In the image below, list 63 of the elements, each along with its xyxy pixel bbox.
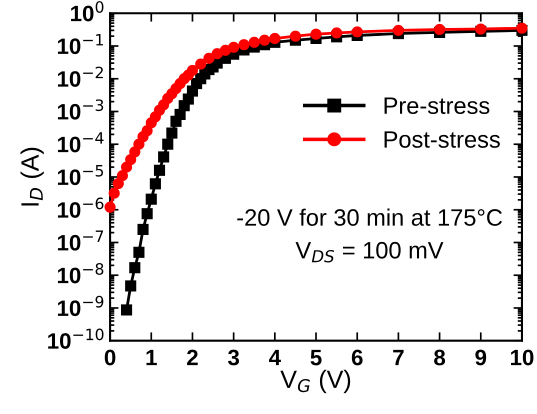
point xyxy=(162,138,174,150)
y-tick-label: 10$^{−3}$ xyxy=(58,99,104,120)
point xyxy=(116,170,128,182)
point xyxy=(228,42,240,53)
x-tick-label: 3 xyxy=(228,350,240,366)
point xyxy=(142,208,153,220)
x-tick-label: 7 xyxy=(393,350,404,366)
point xyxy=(108,188,120,199)
point xyxy=(475,23,486,35)
point xyxy=(142,125,153,136)
point xyxy=(352,26,363,38)
y-tick-label: 10$^{−10}$ xyxy=(48,328,104,349)
x-tick-label: 9 xyxy=(475,350,486,366)
point xyxy=(238,39,250,50)
y-tick-label: 10$^{−6}$ xyxy=(58,198,104,218)
point xyxy=(392,24,404,36)
x-tick-label: 10 xyxy=(511,350,534,366)
x-tick-label: 2 xyxy=(187,350,198,366)
x-tick-label: 8 xyxy=(434,350,446,366)
point xyxy=(129,146,140,158)
x-tick-label: 0 xyxy=(104,350,116,366)
point xyxy=(248,36,260,48)
x-tick-label: 6 xyxy=(352,350,363,366)
point xyxy=(154,164,166,176)
point xyxy=(166,127,178,139)
point xyxy=(146,194,157,205)
y-tick-label: 10$^{0}$ xyxy=(71,1,104,22)
point xyxy=(195,58,206,70)
y-tick-label: 10$^{−7}$ xyxy=(58,230,104,251)
y-tick-label: 10$^{−8}$ xyxy=(58,263,104,284)
point xyxy=(137,224,149,236)
point xyxy=(121,304,132,316)
point xyxy=(310,28,322,40)
point xyxy=(133,246,144,258)
point xyxy=(186,64,198,76)
y-tick-label: 10$^{−9}$ xyxy=(58,296,104,316)
x-axis-title: V$_{G}$ (V) xyxy=(280,370,350,394)
annotation: V$_{DS}$ = 100 mV xyxy=(296,242,444,262)
point xyxy=(158,151,170,162)
point xyxy=(112,178,124,190)
point xyxy=(125,280,136,292)
y-tick-label: 10$^{−1}$ xyxy=(58,34,103,54)
point xyxy=(129,262,140,274)
point xyxy=(290,30,301,42)
point xyxy=(203,52,214,64)
point xyxy=(104,202,116,213)
y-axis-title: I$_{D}$ (A) xyxy=(20,148,44,206)
x-tick-label: 4 xyxy=(268,350,281,366)
point xyxy=(269,32,280,44)
legend-label: Pre-stress xyxy=(384,98,490,114)
point xyxy=(331,27,342,39)
point xyxy=(212,48,223,60)
y-tick-label: 10$^{−4}$ xyxy=(58,132,104,152)
x-tick-label: 1 xyxy=(146,350,157,366)
legend-label: Post-stress xyxy=(384,131,500,148)
x-tick-label: 5 xyxy=(310,350,322,366)
point xyxy=(434,24,446,36)
annotation: -20 V for 30 min at 175°C xyxy=(237,208,502,226)
y-tick-label: 10$^{−2}$ xyxy=(58,66,103,87)
point xyxy=(150,178,161,190)
point xyxy=(258,34,270,46)
point xyxy=(133,138,144,150)
y-tick-label: 10$^{−5}$ xyxy=(58,165,104,186)
